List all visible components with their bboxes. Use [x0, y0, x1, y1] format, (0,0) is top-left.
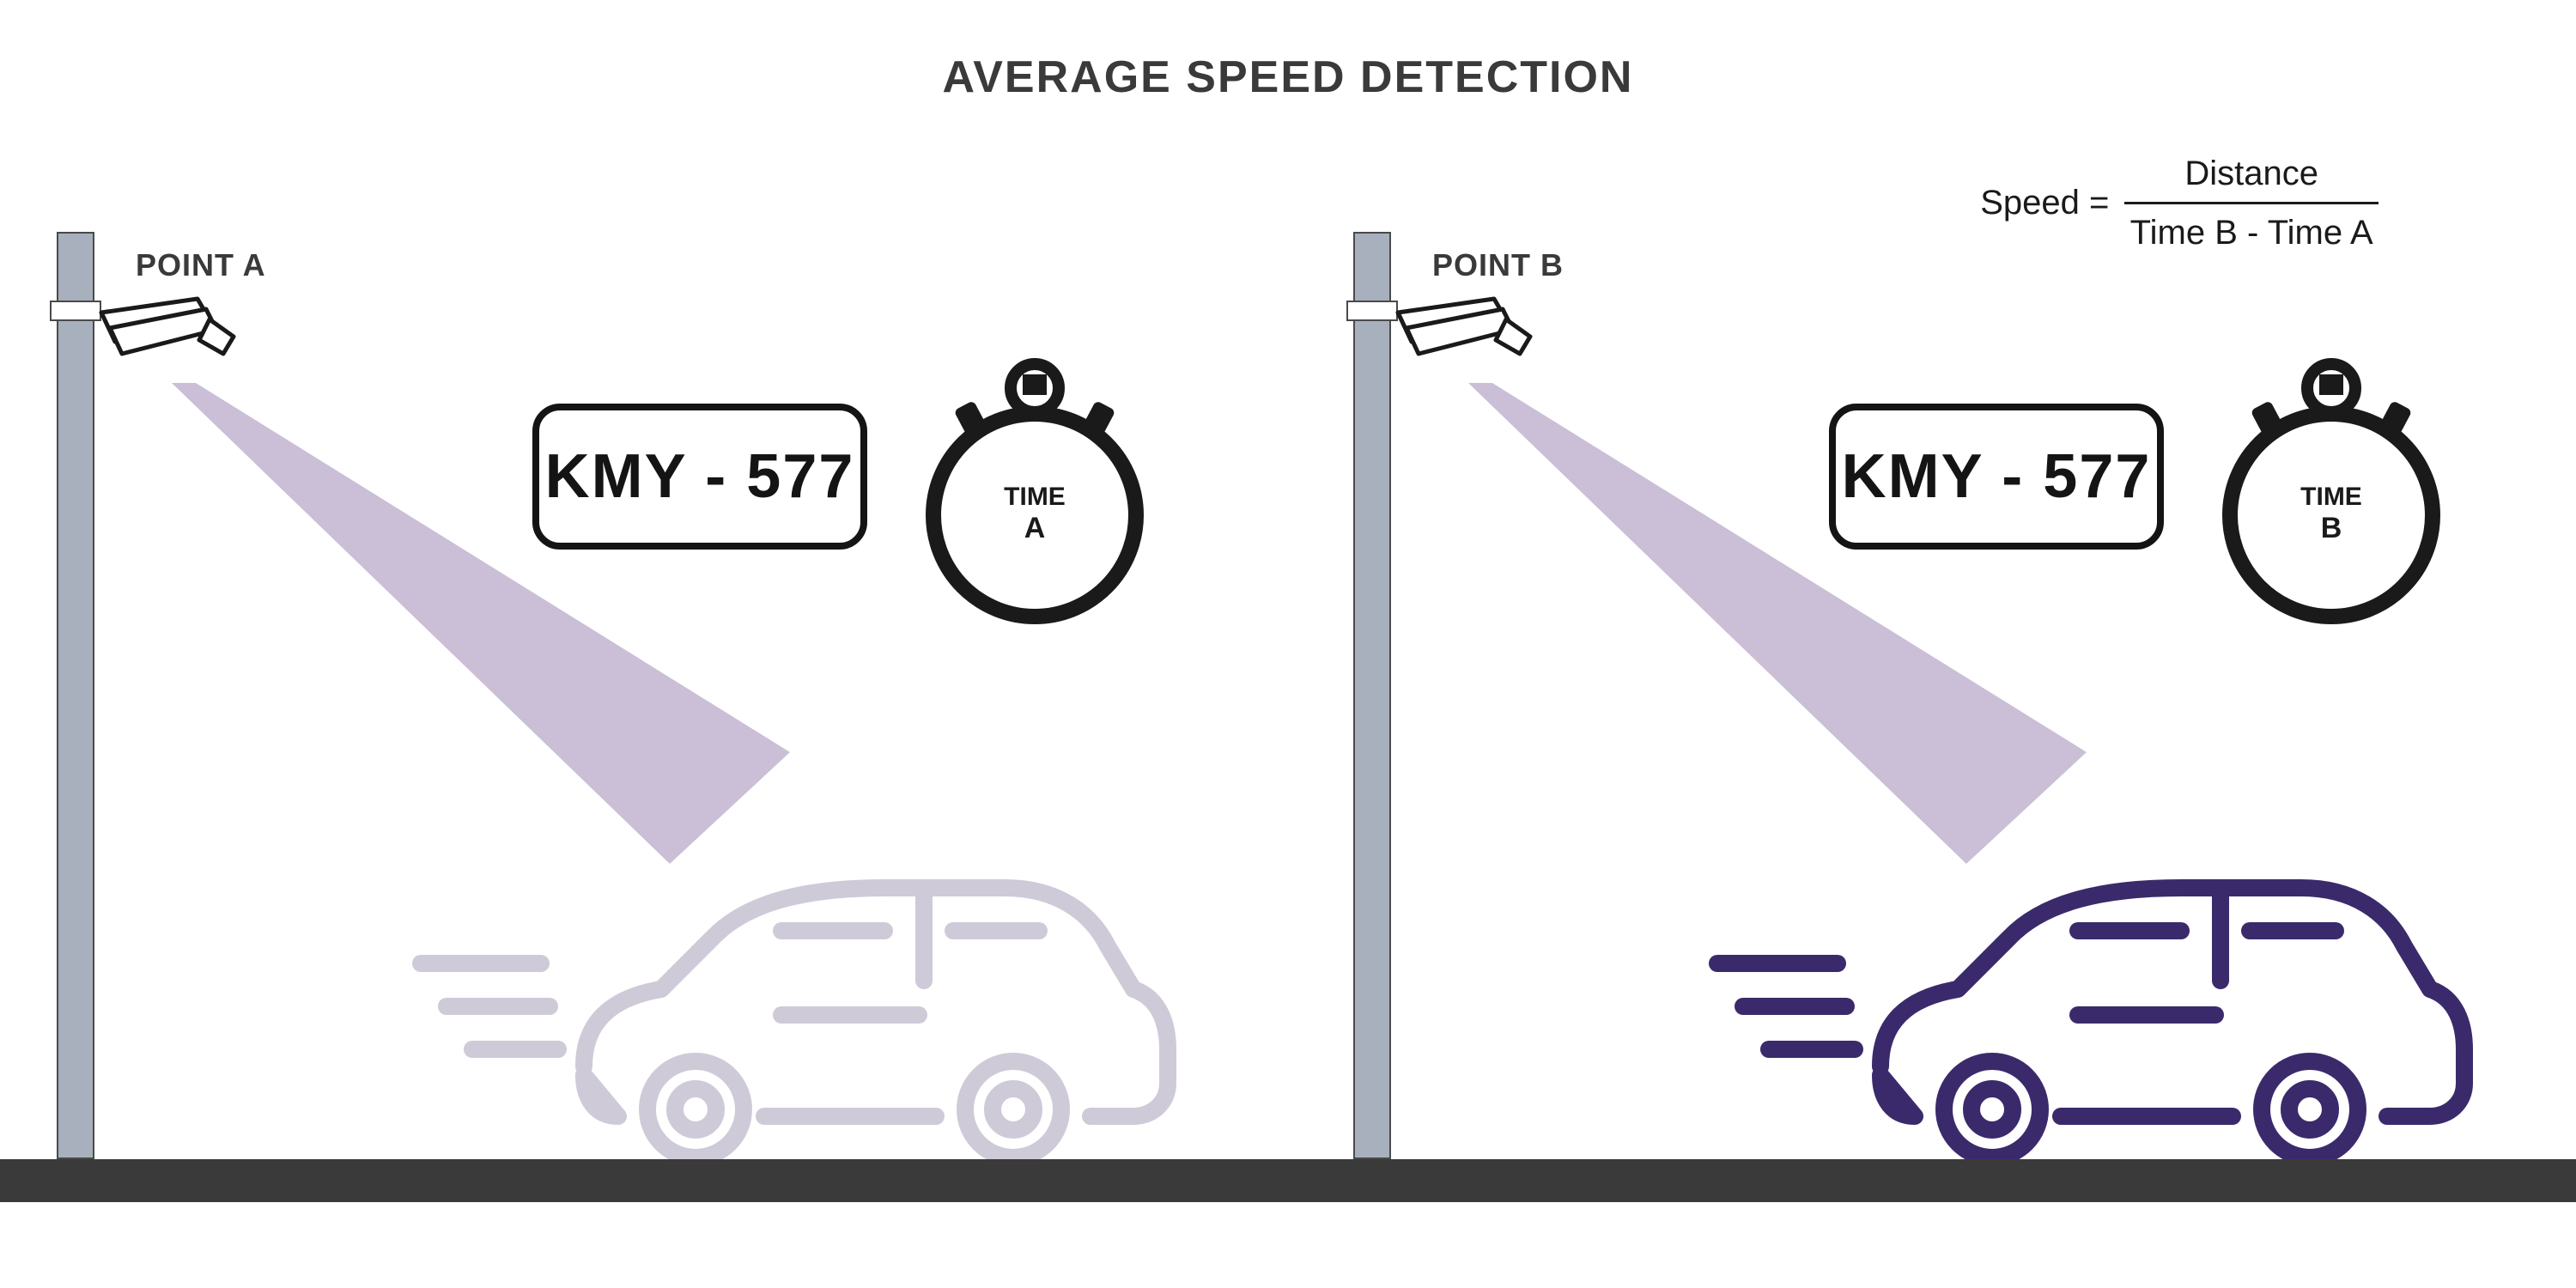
car-icon: [1700, 852, 2473, 1161]
panel-point-b: POINT B KMY - 577 TIME B: [1340, 232, 2576, 1176]
panel-point-a: POINT A KMY - 577 TIME A: [43, 232, 1297, 1176]
diagram-title: AVERAGE SPEED DETECTION: [943, 52, 1634, 103]
stopwatch-label-line2: B: [2321, 512, 2342, 544]
pole-band: [50, 301, 101, 321]
camera-pole: [1353, 232, 1391, 1159]
point-a-label: POINT A: [136, 247, 266, 283]
camera-icon: [96, 294, 242, 388]
stopwatch-icon: TIME A: [910, 352, 1159, 627]
camera-icon: [1393, 294, 1539, 388]
stopwatch-label-line2: A: [1024, 512, 1046, 544]
car-icon: [404, 852, 1176, 1161]
license-plate: KMY - 577: [1829, 404, 2164, 550]
pole-band: [1346, 301, 1398, 321]
license-plate: KMY - 577: [532, 404, 867, 550]
ground-strip: [0, 1159, 2576, 1202]
stopwatch-label-line1: TIME: [2300, 483, 2362, 511]
stopwatch-icon: TIME B: [2207, 352, 2456, 627]
point-b-label: POINT B: [1432, 247, 1564, 283]
formula-lhs: Speed =: [1980, 184, 2109, 222]
camera-pole: [57, 232, 94, 1159]
stopwatch-label-line1: TIME: [1004, 483, 1066, 511]
formula-numerator: Distance: [2124, 150, 2379, 202]
